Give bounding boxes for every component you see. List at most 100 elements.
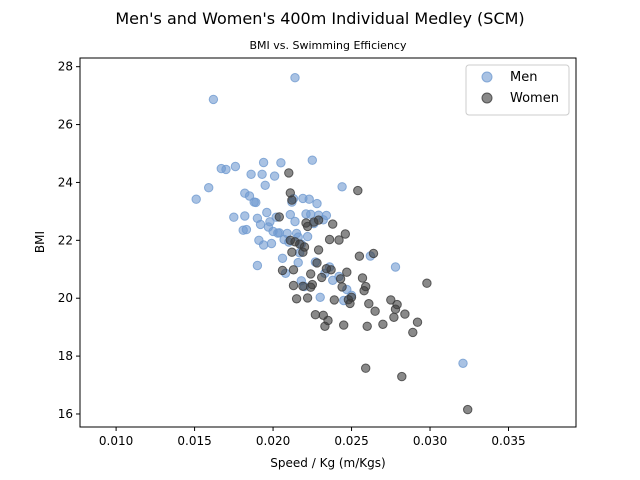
point-men-58 [312,198,322,209]
y-tick-label-4: 24 [58,175,73,189]
point-men-1 [204,183,214,193]
x-tick-label-0: 0.010 [99,434,133,448]
point-men-28 [269,171,280,181]
point-women-34 [329,295,339,305]
point-women-30 [323,315,333,326]
point-men-38 [285,209,295,220]
chart-subtitle: BMI vs. Swimming Efficiency [250,39,407,52]
y-axis-label: BMI [33,231,47,253]
point-women-58 [392,299,402,310]
point-women-20 [307,279,317,290]
point-men-45 [293,257,303,268]
point-women-1 [277,265,288,276]
point-men-22 [260,180,270,191]
point-women-14 [299,242,310,252]
point-women-6 [287,247,297,257]
point-men-18 [255,219,266,230]
point-men-25 [265,217,275,227]
point-men-16 [252,260,263,271]
legend: Men Women [465,64,570,116]
point-men-72 [390,262,401,272]
point-women-8 [288,280,299,291]
y-tick-label-1: 18 [58,349,73,363]
plot-frame [79,57,577,428]
legend-marker-women [481,92,493,104]
x-tick-label-5: 0.035 [491,434,525,448]
point-women-26 [317,272,327,283]
point-men-0 [191,194,201,204]
x-axis-label: Speed / Kg (m/Kgs) [270,456,385,470]
x-tick-label-1: 0.015 [177,434,211,448]
point-men-67 [337,182,347,192]
point-men-53 [304,194,314,204]
point-women-37 [337,282,347,292]
point-men-52 [302,231,313,242]
point-women-59 [397,371,407,382]
point-men-20 [258,157,269,168]
point-men-63 [321,210,332,221]
x-axis: 0.010 0.015 0.020 0.025 0.030 0.035 [99,427,526,448]
point-women-54 [378,319,388,329]
point-men-41 [290,216,300,227]
point-women-32 [326,265,336,275]
point-women-51 [364,299,374,309]
point-women-48 [361,281,371,292]
point-men-10 [241,224,252,235]
point-women-2 [284,168,294,178]
point-women-46 [357,273,368,283]
point-men-26 [266,238,277,249]
point-women-64 [463,404,473,415]
point-men-11 [244,191,255,201]
point-men-5 [230,161,241,172]
x-tick-label-4: 0.030 [413,434,447,448]
point-men-21 [258,240,269,250]
point-women-0 [274,212,284,222]
points-layer [191,73,473,415]
legend-label-women: Women [510,91,559,106]
point-women-13 [298,281,308,291]
point-men-42 [290,73,300,83]
point-women-7 [288,265,299,275]
point-women-25 [313,245,324,255]
point-women-55 [386,295,396,305]
point-women-24 [313,215,324,225]
point-women-50 [362,321,372,331]
y-tick-label-0: 16 [58,407,73,421]
point-women-52 [368,248,379,259]
x-tick-label-2: 0.020 [256,434,290,448]
point-men-6 [229,212,239,222]
point-men-14 [251,197,261,208]
point-women-23 [312,258,322,268]
point-men-23 [262,207,272,218]
point-women-40 [342,267,352,277]
point-women-31 [324,234,335,245]
chart-title: Men's and Women's 400m Individual Medley… [115,9,524,28]
point-women-19 [306,269,316,279]
point-women-61 [408,327,418,338]
point-women-44 [353,185,363,196]
point-women-62 [412,317,423,327]
point-women-63 [422,278,432,288]
y-tick-label-5: 26 [58,118,73,132]
point-men-12 [246,169,256,180]
point-women-5 [287,195,297,205]
point-women-56 [389,312,399,322]
point-men-2 [208,94,219,105]
point-men-33 [277,253,288,263]
point-women-53 [370,306,380,316]
point-women-45 [354,251,365,261]
y-tick-label-2: 20 [58,291,73,305]
point-men-55 [307,155,317,165]
point-women-39 [340,229,350,239]
y-tick-label-6: 28 [58,60,73,74]
point-women-33 [328,219,338,229]
point-men-9 [240,211,250,221]
point-men-4 [221,164,231,175]
legend-marker-men [481,71,493,83]
point-women-10 [291,294,302,304]
point-men-54 [306,209,316,220]
point-women-60 [400,309,410,319]
point-women-35 [334,235,344,245]
point-women-43 [346,292,357,302]
